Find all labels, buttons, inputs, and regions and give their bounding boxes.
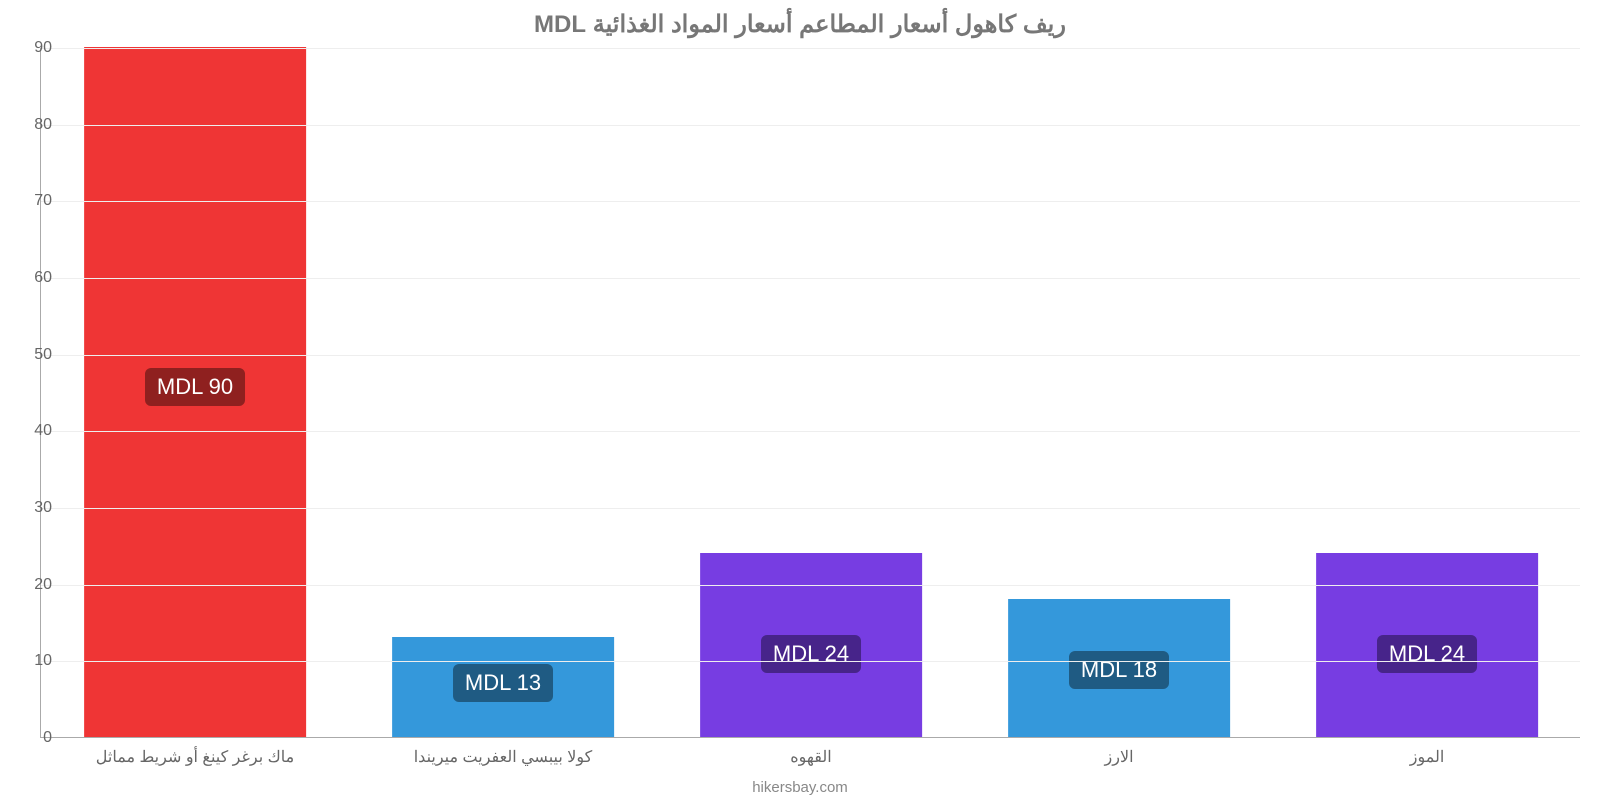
x-tick-label: ماك برغر كينغ أو شريط مماثل (96, 747, 294, 767)
bar-slot: MDL 24القهوه (657, 48, 965, 737)
y-tick-label: 30 (34, 499, 52, 517)
bar-value-label: MDL 18 (1069, 651, 1169, 689)
grid-line (41, 585, 1580, 586)
bar-value-label: MDL 24 (1377, 635, 1477, 673)
y-tick-label: 60 (34, 269, 52, 287)
grid-line (41, 431, 1580, 432)
bar-slot: MDL 24الموز (1273, 48, 1581, 737)
y-tick-label: 80 (34, 116, 52, 134)
bar: MDL 90 (84, 47, 306, 737)
chart-footer: hikersbay.com (0, 779, 1600, 796)
bar: MDL 24 (700, 553, 922, 737)
bar-slot: MDL 18الارز (965, 48, 1273, 737)
y-tick-label: 50 (34, 346, 52, 364)
bar-value-label: MDL 24 (761, 635, 861, 673)
y-tick-label: 0 (43, 729, 52, 747)
x-tick-label: كولا بيبسي العفريت ميريندا (414, 747, 593, 767)
y-tick-label: 10 (34, 652, 52, 670)
grid-line (41, 278, 1580, 279)
chart-container: ريف كاهول أسعار المطاعم أسعار المواد الغ… (0, 0, 1600, 800)
x-tick-label: الموز (1410, 747, 1445, 767)
grid-line (41, 508, 1580, 509)
y-tick-label: 40 (34, 422, 52, 440)
grid-line (41, 201, 1580, 202)
grid-line (41, 661, 1580, 662)
bar: MDL 24 (1316, 553, 1538, 737)
y-tick-label: 20 (34, 576, 52, 594)
grid-line (41, 355, 1580, 356)
bars-layer: MDL 90ماك برغر كينغ أو شريط مماثلMDL 13ك… (41, 48, 1580, 737)
y-tick-label: 70 (34, 192, 52, 210)
chart-title: ريف كاهول أسعار المطاعم أسعار المواد الغ… (0, 10, 1600, 39)
y-tick-label: 90 (34, 39, 52, 57)
x-tick-label: القهوه (790, 747, 831, 767)
bar-value-label: MDL 90 (145, 368, 245, 406)
bar-slot: MDL 90ماك برغر كينغ أو شريط مماثل (41, 48, 349, 737)
grid-line (41, 125, 1580, 126)
bar-value-label: MDL 13 (453, 664, 553, 702)
plot-area: MDL 90ماك برغر كينغ أو شريط مماثلMDL 13ك… (40, 48, 1580, 738)
grid-line (41, 48, 1580, 49)
bar-slot: MDL 13كولا بيبسي العفريت ميريندا (349, 48, 657, 737)
bar: MDL 13 (392, 637, 614, 737)
x-tick-label: الارز (1104, 747, 1133, 767)
bar: MDL 18 (1008, 599, 1230, 737)
